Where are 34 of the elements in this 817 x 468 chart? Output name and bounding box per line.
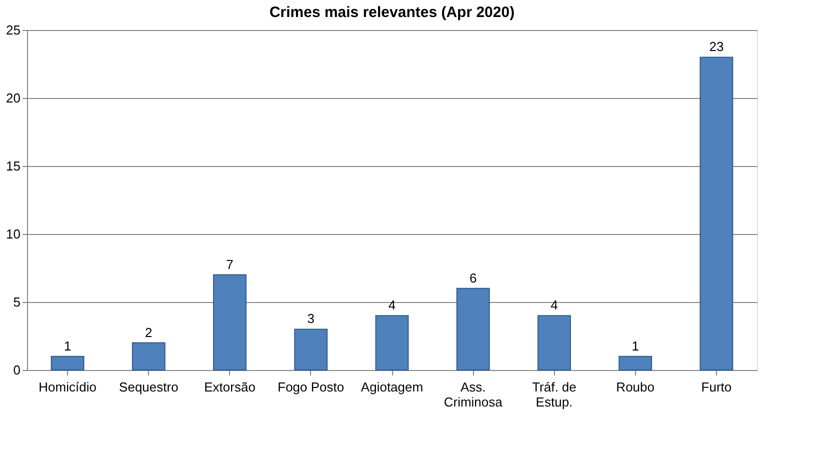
bar xyxy=(294,328,328,370)
bar xyxy=(700,56,734,370)
y-tick-label: 5 xyxy=(13,294,20,310)
bar xyxy=(50,356,84,370)
bar xyxy=(213,274,246,370)
y-tick-label: 25 xyxy=(6,22,20,38)
bar xyxy=(456,288,490,370)
y-tick-label: 10 xyxy=(6,226,20,242)
x-tick-label: Furto xyxy=(701,380,732,394)
data-label: 4 xyxy=(388,298,396,313)
x-tick-label: Roubo xyxy=(616,380,654,394)
x-tick-label: Sequestro xyxy=(119,380,178,394)
x-tick-label: Fogo Posto xyxy=(278,380,344,394)
x-tick-label: Ass. Criminosa xyxy=(444,380,504,410)
y-tick-label: 15 xyxy=(6,158,20,174)
x-tick-label: Tráf. de Estup. xyxy=(532,380,576,410)
y-tick-label: 20 xyxy=(6,90,20,106)
bar xyxy=(618,356,652,370)
x-tick-label: Agiotagem xyxy=(360,380,424,394)
bar xyxy=(538,315,571,370)
x-tick-label: Homicídio xyxy=(38,380,96,394)
data-label: 7 xyxy=(226,256,234,272)
chart-title: Crimes mais relevantes (Apr 2020) xyxy=(269,4,515,21)
data-label: 1 xyxy=(632,338,639,354)
y-tick-label: 0 xyxy=(13,362,20,378)
bar xyxy=(375,315,409,370)
data-label: 1 xyxy=(64,338,72,354)
data-label: 2 xyxy=(145,324,152,340)
data-label: 23 xyxy=(709,39,724,54)
data-label: 4 xyxy=(550,298,558,313)
bar xyxy=(132,342,166,370)
data-label: 6 xyxy=(469,270,477,286)
x-tick-label: Extorsão xyxy=(204,380,256,394)
data-label: 3 xyxy=(307,311,315,326)
